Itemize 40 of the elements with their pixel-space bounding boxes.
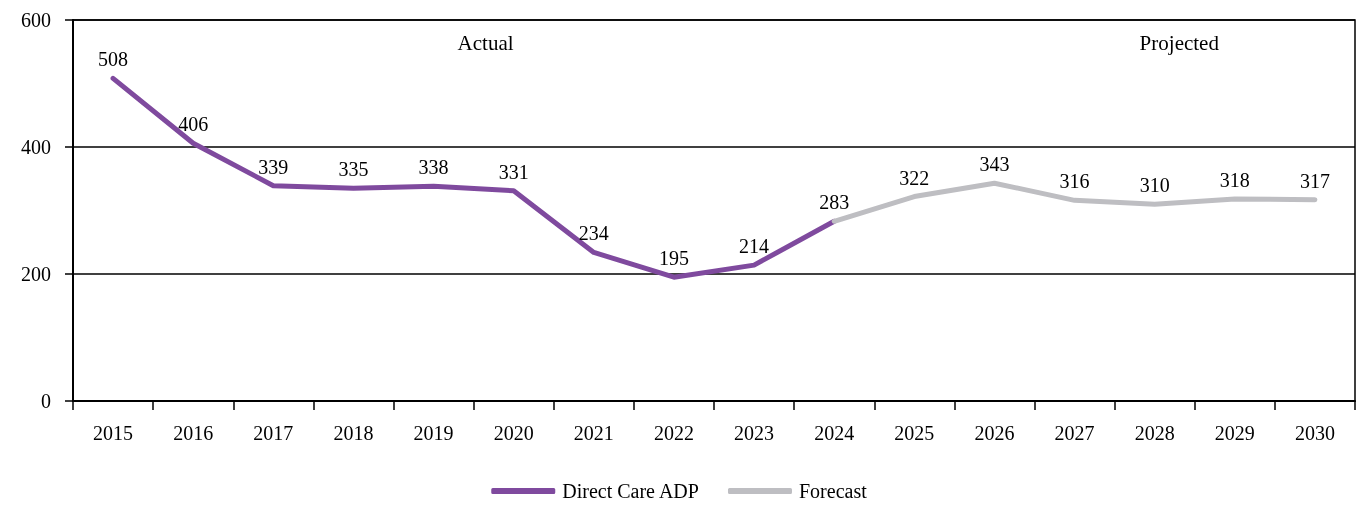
data-label: 338 [418, 156, 449, 179]
y-tick-label: 400 [21, 136, 51, 158]
x-tick-label: 2016 [173, 422, 214, 444]
y-tick-label: 200 [21, 263, 51, 285]
data-label: 406 [178, 113, 209, 136]
x-tick-label: 2019 [413, 422, 454, 444]
data-label: 331 [498, 160, 529, 183]
data-label: 317 [1299, 169, 1330, 192]
x-tick-label: 2015 [93, 422, 134, 444]
x-tick-label: 2020 [493, 422, 534, 444]
x-tick-label: 2023 [734, 422, 775, 444]
y-tick-label: 600 [21, 9, 51, 31]
data-label: 283 [819, 191, 850, 214]
data-label: 343 [979, 153, 1010, 176]
data-label: 316 [1059, 170, 1090, 193]
data-label: 195 [658, 247, 689, 270]
data-label: 234 [578, 222, 609, 245]
x-tick-label: 2026 [974, 422, 1015, 444]
legend-label: Direct Care ADP [562, 480, 699, 502]
data-label: 214 [739, 235, 770, 258]
x-tick-label: 2029 [1214, 422, 1255, 444]
x-tick-label: 2022 [653, 422, 694, 444]
x-tick-label: 2025 [894, 422, 935, 444]
x-tick-label: 2024 [814, 422, 855, 444]
x-tick-label: 2017 [253, 422, 294, 444]
x-tick-label: 2018 [333, 422, 374, 444]
x-tick-label: 2030 [1294, 422, 1335, 444]
data-label: 310 [1139, 174, 1170, 197]
annotation: Projected [1139, 30, 1220, 55]
legend-label: Forecast [798, 480, 868, 502]
data-label: 322 [899, 166, 930, 189]
data-label: 318 [1219, 169, 1250, 192]
x-tick-label: 2028 [1134, 422, 1175, 444]
data-label: 335 [338, 158, 369, 181]
annotation: Actual [457, 30, 514, 55]
data-label: 508 [98, 48, 129, 71]
data-label: 339 [258, 155, 289, 178]
x-tick-label: 2027 [1054, 422, 1095, 444]
y-tick-label: 0 [41, 390, 51, 412]
x-tick-label: 2021 [573, 422, 614, 444]
